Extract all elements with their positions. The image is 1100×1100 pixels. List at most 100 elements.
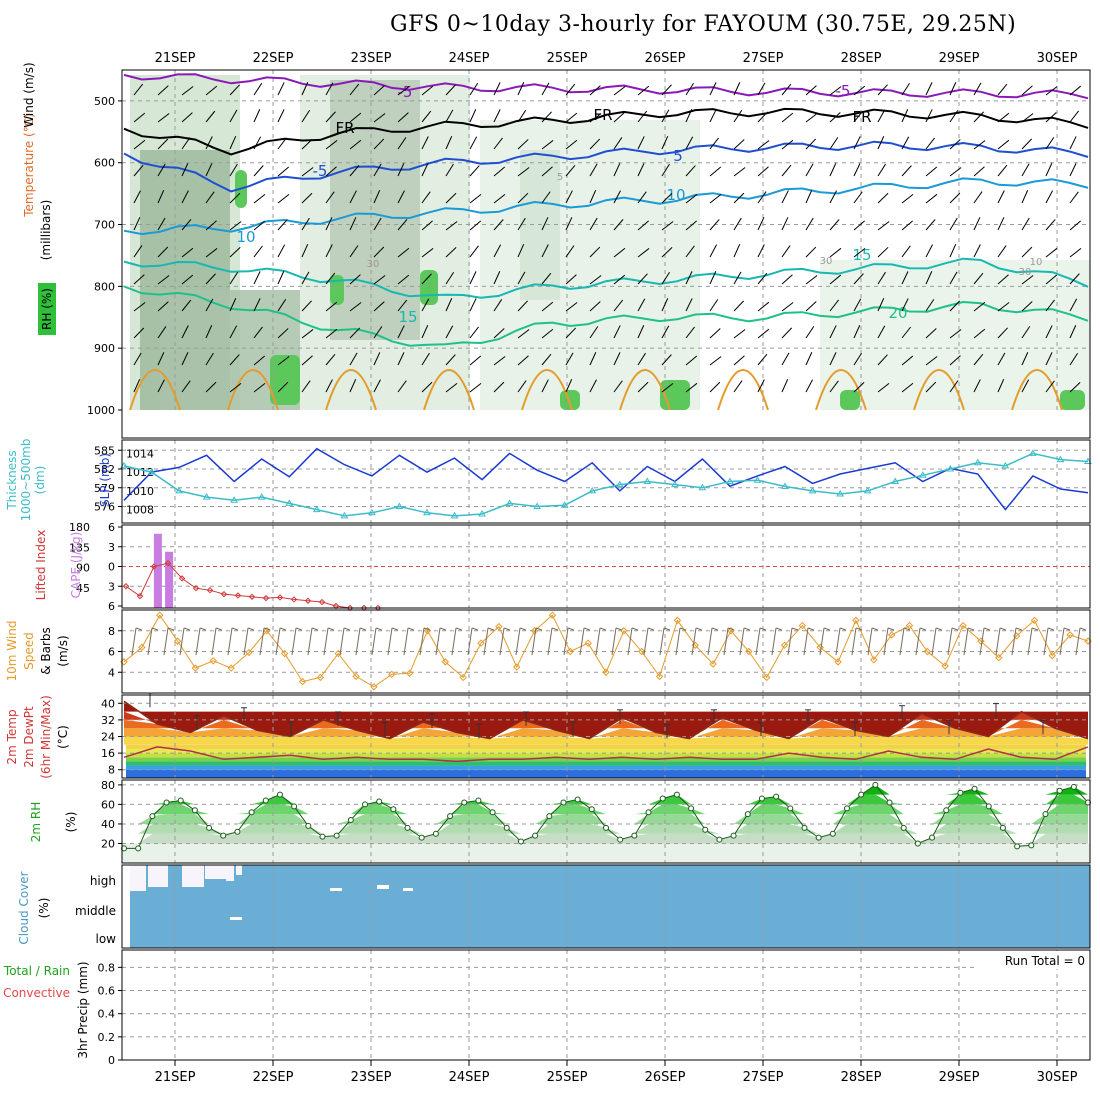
wind-barb-10m — [355, 627, 361, 656]
wind-barb — [901, 355, 914, 366]
wind-barb — [877, 271, 886, 285]
wind-barb — [949, 244, 957, 258]
wind-barb — [445, 84, 456, 96]
wind-barb — [373, 217, 382, 231]
surface-temp-contour — [717, 369, 769, 411]
wind-barb — [229, 354, 240, 366]
thickness-point — [836, 490, 844, 497]
wind-barb — [397, 247, 410, 258]
wind-barb — [757, 140, 770, 150]
wind-barb — [997, 274, 1009, 285]
rh-point — [546, 813, 553, 820]
wind-barb — [469, 245, 479, 258]
temp-tick-label: 8 — [108, 764, 115, 777]
wind-barb — [325, 191, 335, 204]
wind-barb-flag — [375, 627, 383, 631]
wind-barb — [613, 247, 626, 258]
precip-label-1: Total / Rain — [3, 964, 70, 978]
wind-barb — [877, 354, 888, 366]
cape-li-frame — [121, 524, 1091, 609]
wind-barb-flag — [663, 627, 671, 631]
thickness-point — [946, 465, 955, 472]
wind-barb-flag — [551, 627, 559, 631]
wind-barb — [1069, 247, 1082, 258]
wind-speed-point — [816, 643, 824, 652]
rh-legend-swatch — [38, 283, 56, 335]
wind-barb — [877, 383, 890, 393]
date-label-bottom: 30SEP — [1037, 1070, 1078, 1085]
cloud-tick-label: middle — [75, 904, 116, 918]
wind-barb — [445, 298, 453, 312]
wind-barb-flag — [135, 627, 143, 631]
wind-barb — [517, 82, 525, 96]
wind-speed-point — [209, 657, 217, 665]
wind-barb-10m — [643, 627, 649, 656]
wind-barb — [181, 112, 193, 123]
wind-barb — [613, 325, 621, 339]
wind-barb-flag — [423, 627, 431, 631]
contour-label: FR — [852, 108, 871, 126]
wind-barb-flag — [263, 627, 271, 631]
cloud-gap — [230, 917, 242, 920]
wind-barb — [205, 163, 213, 177]
wind-barb — [805, 138, 817, 150]
wind-barb — [301, 192, 313, 204]
wind-barb — [1021, 163, 1030, 177]
thickness-slp-frame — [121, 439, 1091, 524]
date-label-bottom: 27SEP — [743, 1070, 784, 1085]
cape-label: CAPE (J/kg) — [69, 532, 83, 599]
wind-barb — [253, 83, 263, 96]
wind-barb — [1045, 190, 1054, 204]
wind-barb — [133, 190, 141, 204]
wind-barb — [709, 193, 722, 204]
rh-point — [1042, 811, 1049, 818]
wind-speed-point — [709, 660, 717, 668]
rh-point — [1070, 783, 1077, 790]
thickness-point — [257, 493, 266, 500]
temp-frame — [121, 694, 1091, 779]
wind-barb — [421, 163, 429, 177]
rh-label-2: (%) — [64, 812, 78, 833]
wind-barb — [973, 353, 984, 366]
wind-barb — [349, 274, 361, 285]
wind-barb — [157, 163, 166, 177]
wind-speed-point — [620, 627, 628, 635]
rh-point — [1014, 843, 1021, 850]
date-label-top: 30SEP — [1037, 51, 1078, 66]
wind-barb — [181, 274, 194, 285]
wind-barb — [925, 271, 933, 285]
wind-barb — [733, 82, 741, 96]
wind-label-1: 10m Wind — [5, 621, 19, 682]
precip-tick-label: 0.4 — [98, 1008, 116, 1021]
wind-barb — [661, 84, 672, 96]
contour-label: 10 — [1030, 257, 1043, 268]
wind-barb-10m — [595, 627, 601, 656]
surface-temp-contour — [227, 369, 279, 411]
wind-barb — [349, 327, 361, 339]
surface-temp-contour — [913, 369, 965, 411]
date-label-bottom: 22SEP — [253, 1070, 294, 1085]
date-label-bottom: 29SEP — [939, 1070, 980, 1085]
wind-barb — [901, 136, 910, 150]
wind-barb-flag — [711, 627, 719, 631]
wind-barb-10m — [163, 627, 169, 656]
cloud-gap — [403, 888, 413, 891]
cloud-gap — [330, 888, 342, 891]
contour-label: 10 — [666, 186, 685, 204]
wind-barb — [277, 299, 287, 312]
wind-barb — [757, 353, 768, 366]
rh-point — [645, 809, 652, 816]
wind-barb — [373, 138, 385, 150]
wind-barb-flag — [343, 627, 351, 631]
wind-barb — [997, 139, 1010, 150]
wind-barb-flag — [759, 627, 767, 631]
wind-barb-10m — [323, 627, 329, 656]
wind-barb — [229, 247, 241, 258]
temp-band — [124, 736, 1088, 745]
wind-barb — [853, 136, 861, 150]
wind-barb-flag — [487, 627, 495, 631]
wind-barb — [781, 352, 790, 366]
wind-barb — [349, 379, 357, 393]
wind-barb — [757, 244, 765, 258]
rh-point — [1056, 787, 1063, 794]
